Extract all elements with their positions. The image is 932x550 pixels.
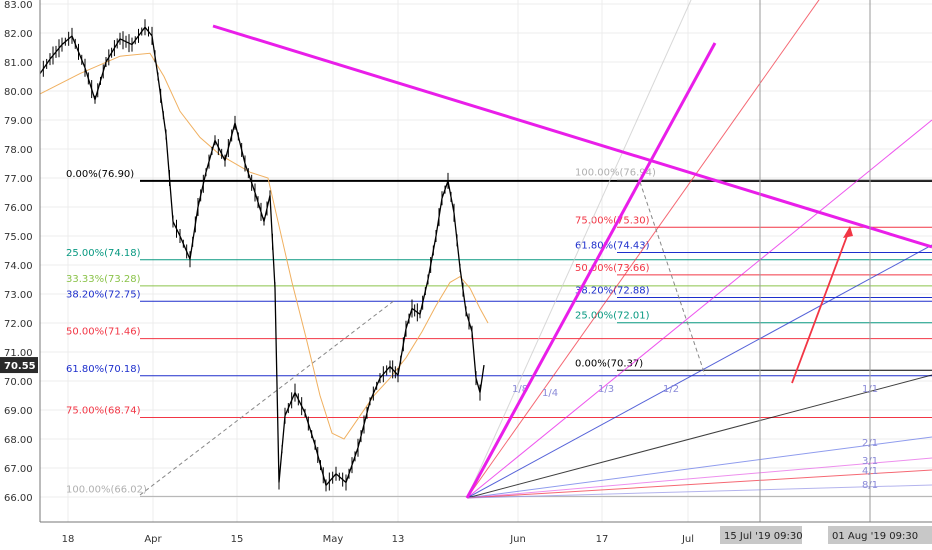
fib-level-label: 50.00%(71.46) [66,327,141,338]
fib-level-label: 100.00%(66.02) [66,484,147,495]
x-tick-label: Apr [144,534,162,545]
magenta-uptrend-line [465,42,717,499]
current-price-badge [0,357,38,374]
gann-fan-line [466,374,932,499]
y-tick-label: 72.00 [4,319,33,330]
magenta-downtrend-line [212,24,932,249]
x-tick-label: 18 [62,534,75,545]
gann-fan-label: 1/4 [542,388,558,399]
current-price-label: 70.55 [4,361,36,372]
y-tick-label: 73.00 [4,290,33,301]
fib-level-label: 33.33%(73.28) [66,274,141,285]
x-tick-label: Jul [681,534,694,545]
y-tick-label: 81.00 [4,58,33,69]
moving-average-line [39,52,489,440]
gann-fan-line [466,436,932,499]
gann-fan-line [466,469,932,499]
fib2-level-label: 38.20%(72.88) [575,285,650,296]
dashed-trend-extension [139,299,396,496]
y-tick-label: 76.00 [4,203,33,214]
y-tick-label: 71.00 [4,348,33,359]
fib-level-label: 61.80%(70.18) [66,364,141,375]
dashed-fib-connector [639,181,706,376]
y-tick-label: 79.00 [4,116,33,127]
fib2-level-label: 75.00%(75.30) [575,215,650,226]
x-highlight-label: 15 Jul '19 09:30 [724,531,803,542]
trendlines [212,0,932,522]
y-tick-label: 77.00 [4,174,33,185]
gann-fan-line [466,0,692,499]
y-tick-label: 70.00 [4,377,33,388]
arrow-head-icon [843,226,853,238]
y-tick-label: 74.00 [4,261,33,272]
fib-level-label: 25.00%(74.18) [66,248,141,259]
x-tick-label: May [323,534,344,545]
fib2-level-label: 25.00%(72.01) [575,311,650,322]
y-tick-label: 75.00 [4,232,33,243]
fib-level-label: 0.00%(76.90) [66,169,134,180]
gann-fan-label: 1/2 [663,384,679,395]
fib-level-label: 38.20%(72.75) [66,289,141,300]
y-tick-label: 66.00 [4,493,33,504]
x-highlight-label: 01 Aug '19 09:30 [832,531,918,542]
gann-fan-line [466,244,932,499]
gann-fan-line [466,119,932,499]
fib2-level-label: 50.00%(73.66) [575,263,650,274]
y-tick-label: 80.00 [4,87,33,98]
y-tick-label: 83.00 [4,0,33,11]
y-tick-label: 78.00 [4,145,33,156]
x-highlight-badge [828,526,932,544]
fib2-level-label: 0.00%(70.37) [575,358,643,369]
gann-fan-label: 1/8 [512,384,528,395]
gann-fan-line [466,484,932,499]
projection-arrow [791,227,851,384]
price-series [39,19,489,492]
x-highlight-badge [720,526,802,544]
x-tick-label: 15 [231,534,244,545]
x-tick-label: 17 [596,534,609,545]
fib2-level-label: 61.80%(74.43) [575,241,650,252]
y-tick-label: 69.00 [4,406,33,417]
fib-level-label: 75.00%(68.74) [66,406,141,417]
gann-fan-label: 1/3 [598,384,614,395]
x-tick-label: Jun [509,534,526,545]
y-tick-label: 82.00 [4,29,33,40]
x-tick-label: 13 [392,534,405,545]
y-tick-label: 68.00 [4,435,33,446]
fib2-level-label: 100.00%(76.94) [575,168,656,179]
y-tick-label: 67.00 [4,464,33,475]
grid [40,0,932,522]
gann-fan-line [466,457,932,499]
gann-fan-line [466,0,820,499]
